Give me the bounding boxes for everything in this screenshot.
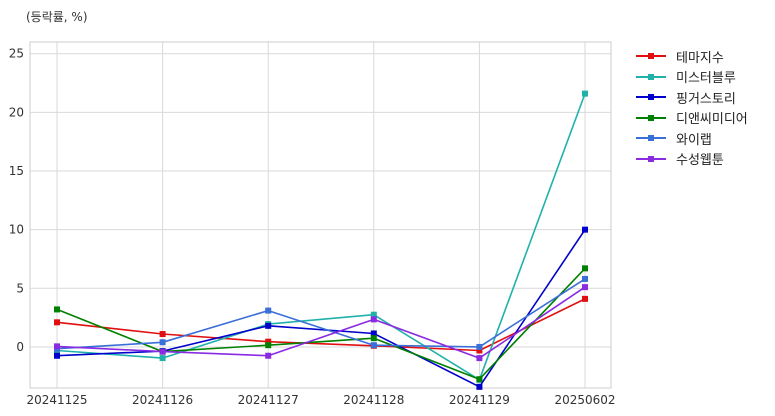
- y-tick-label: 0: [16, 340, 24, 354]
- legend-swatch: [636, 132, 666, 144]
- legend-label: 테마지수: [676, 50, 724, 66]
- series-line: [56, 286, 586, 359]
- legend-item: 테마지수: [636, 46, 748, 66]
- series-수성웹툰: [54, 284, 588, 362]
- unit-label: (등락률, %): [26, 10, 88, 24]
- legend-item: 디앤씨미디어: [636, 108, 748, 128]
- legend-label: 수성웹툰: [676, 153, 724, 168]
- legend-swatch: [636, 153, 666, 165]
- series-핑거스토리: [54, 226, 588, 390]
- data-point: [265, 342, 272, 349]
- data-point: [265, 307, 272, 314]
- data-point: [582, 284, 588, 291]
- data-point: [582, 90, 588, 97]
- x-axis-ticks: 20241125 20241126 20241127 20241128 20241129…: [26, 393, 615, 407]
- legend-item: 와이랩: [636, 128, 748, 148]
- x-tick-label: 20241128: [343, 393, 404, 407]
- data-point: [582, 275, 588, 282]
- legend-swatch: [636, 50, 666, 62]
- y-tick-label: 15: [9, 164, 24, 178]
- data-point: [54, 319, 60, 326]
- x-tick-label: 20241127: [238, 393, 299, 407]
- data-point: [370, 342, 377, 349]
- series-디앤씨미디어: [54, 265, 588, 383]
- data-point: [265, 338, 272, 345]
- x-tick-label: 20241129: [449, 393, 510, 407]
- plot-frame: [29, 41, 612, 389]
- series-line: [56, 93, 586, 381]
- data-point: [476, 355, 483, 362]
- data-point: [159, 331, 166, 338]
- legend-swatch: [636, 71, 666, 83]
- data-point: [476, 376, 483, 383]
- grid-lines: [30, 42, 611, 388]
- legend-item: 핑거스토리: [636, 87, 748, 107]
- data-point: [582, 265, 588, 272]
- x-tick-label: 20241126: [132, 393, 193, 407]
- data-point: [265, 322, 272, 329]
- legend-label: 와이랩: [676, 132, 712, 148]
- series-line: [56, 298, 586, 352]
- data-point: [159, 348, 166, 355]
- data-point: [54, 352, 60, 359]
- legend-label: 핑거스토리: [676, 91, 736, 107]
- y-tick-label: 20: [9, 105, 24, 119]
- series-line: [56, 278, 586, 350]
- data-point: [476, 383, 483, 390]
- data-point: [54, 306, 60, 313]
- data-point: [476, 343, 483, 350]
- data-point: [582, 226, 588, 233]
- data-point: [370, 330, 377, 337]
- x-tick-label: 20250602: [554, 393, 615, 407]
- data-point: [582, 295, 588, 302]
- legend-swatch: [636, 112, 666, 124]
- y-tick-label: 25: [9, 47, 24, 61]
- data-point: [159, 355, 166, 362]
- data-point: [159, 339, 166, 346]
- y-tick-label: 10: [9, 223, 24, 237]
- data-point: [370, 316, 377, 323]
- y-axis-ticks: 0 5 10 15 20 25: [9, 47, 24, 354]
- series-line: [56, 267, 586, 381]
- legend-label: 디앤씨미디어: [676, 112, 748, 127]
- data-point: [265, 352, 272, 359]
- legend-swatch: [636, 91, 666, 103]
- series-group: [54, 90, 588, 390]
- data-point: [54, 343, 60, 350]
- legend-item: 미스터블루: [636, 67, 748, 87]
- y-tick-label: 5: [16, 281, 24, 295]
- data-point: [476, 347, 483, 354]
- legend-label: 미스터블루: [676, 71, 736, 86]
- legend-item: 수성웹툰: [636, 149, 748, 169]
- data-point: [370, 311, 377, 318]
- x-tick-label: 20241125: [26, 393, 87, 407]
- data-point: [370, 335, 377, 342]
